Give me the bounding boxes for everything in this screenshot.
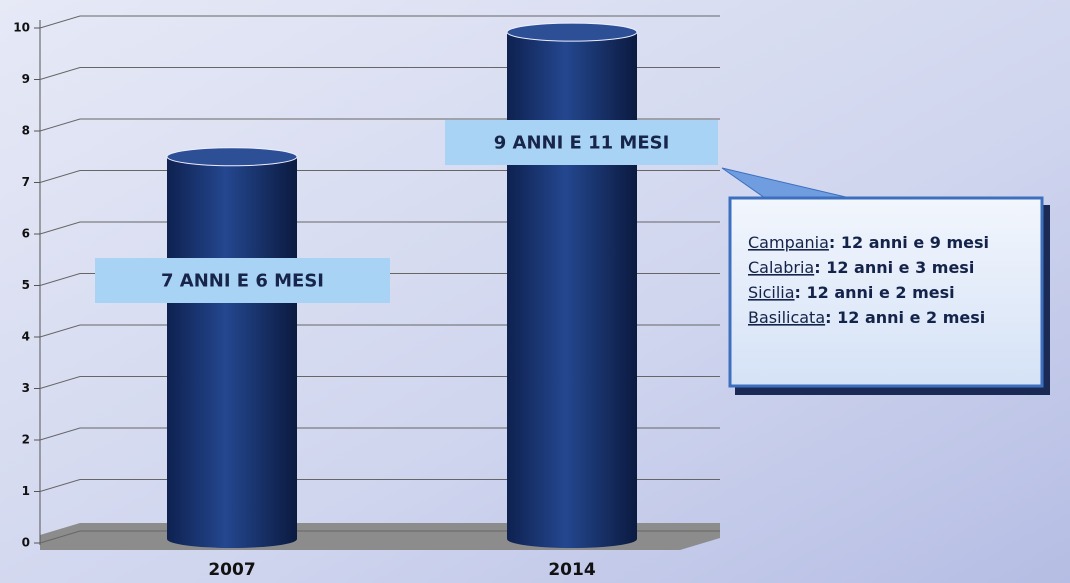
region-name: Basilicata <box>748 308 825 327</box>
bar <box>507 23 637 548</box>
region-detail: : 12 anni e 2 mesi <box>825 308 985 327</box>
y-tick-label: 1 <box>22 484 30 498</box>
region-name: Calabria <box>748 258 814 277</box>
region-detail: : 12 anni e 3 mesi <box>814 258 974 277</box>
y-tick-label: 10 <box>13 21 30 35</box>
region-detail: : 12 anni e 9 mesi <box>829 233 989 252</box>
annotation-line: Calabria: 12 anni e 3 mesi <box>748 258 974 277</box>
y-tick-label: 5 <box>22 278 30 292</box>
y-tick-label: 6 <box>22 227 30 241</box>
y-tick-label: 2 <box>22 433 30 447</box>
bar-top <box>167 148 297 166</box>
bar <box>167 148 297 548</box>
y-tick-label: 0 <box>22 536 30 550</box>
x-tick-label: 2014 <box>548 560 595 580</box>
region-name: Sicilia <box>748 283 795 302</box>
region-detail: : 12 anni e 2 mesi <box>795 283 955 302</box>
region-name: Campania <box>748 233 829 252</box>
annotation-line: Sicilia: 12 anni e 2 mesi <box>748 283 955 302</box>
value-label: 7 ANNI E 6 MESI <box>161 271 324 292</box>
y-tick-label: 8 <box>22 124 30 138</box>
value-label: 9 ANNI E 11 MESI <box>494 133 670 154</box>
annotation-line: Basilicata: 12 anni e 2 mesi <box>748 308 985 327</box>
y-tick-label: 7 <box>22 175 30 189</box>
chart: 7 ANNI E 6 MESI 9 ANNI E 11 MESI Campania… <box>0 0 1070 583</box>
y-tick-label: 4 <box>22 330 30 344</box>
bar-top <box>507 23 637 41</box>
x-tick-label: 2007 <box>208 560 255 580</box>
y-tick-label: 3 <box>22 381 30 395</box>
annotation-line: Campania: 12 anni e 9 mesi <box>748 233 989 252</box>
y-tick-label: 9 <box>22 72 30 86</box>
